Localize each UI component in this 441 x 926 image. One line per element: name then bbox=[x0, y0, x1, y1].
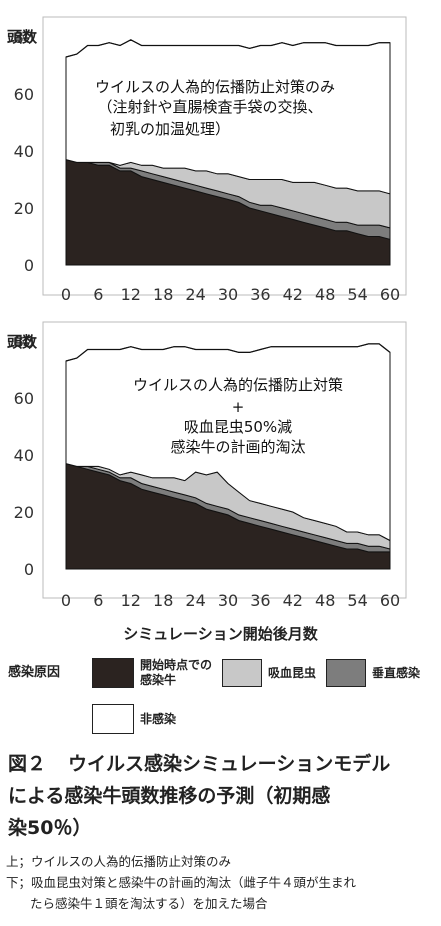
x-tick-label-0: 42 bbox=[283, 285, 303, 304]
x-tick-label-1: 24 bbox=[185, 591, 205, 610]
x-tick-label-0: 18 bbox=[153, 285, 173, 304]
x-tick-label-0: 30 bbox=[218, 285, 238, 304]
legend-swatch-vertical bbox=[326, 659, 366, 687]
x-tick-label-0: 48 bbox=[315, 285, 335, 304]
y-tick-label-1: 40 bbox=[14, 446, 34, 465]
x-tick-label-1: 18 bbox=[153, 591, 173, 610]
y-axis-label-1: 頭数 bbox=[7, 333, 38, 351]
total-line-1 bbox=[65, 343, 391, 362]
caption-line-2: による感染牛頭数推移の予測（初期感 bbox=[8, 785, 331, 807]
note-bottom-2: たら感染牛１頭を淘汰する）を加えた場合 bbox=[30, 896, 268, 911]
legend-label-initial: 開始時点での 感染牛 bbox=[140, 658, 213, 687]
legend-label-vertical: 垂直感染 bbox=[372, 665, 421, 680]
x-tick-label-0: 36 bbox=[250, 285, 270, 304]
x-tick-label-1: 48 bbox=[315, 591, 335, 610]
legend-label-uninfected: 非感染 bbox=[140, 711, 177, 726]
legend-item-insect: 吸血昆虫 bbox=[222, 659, 316, 687]
x-tick-label-1: 30 bbox=[218, 591, 238, 610]
note-bottom-1: 下；吸血昆虫対策と感染牛の計画的淘汰（雌子牛４頭が生まれ bbox=[6, 875, 357, 890]
x-tick-label-0: 6 bbox=[93, 285, 103, 304]
x-axis-title: シミュレーション開始後月数 bbox=[123, 625, 318, 643]
x-tick-label-1: 42 bbox=[283, 591, 303, 610]
y-tick-label-0: 80 bbox=[14, 28, 34, 47]
legend-label-insect: 吸血昆虫 bbox=[268, 665, 317, 680]
x-tick-label-1: 0 bbox=[61, 591, 71, 610]
y-tick-label-0: 60 bbox=[14, 85, 34, 104]
caption-text-1: ウイルス感染シミュレーションモデル bbox=[68, 753, 391, 775]
annotation-line-1-1: + bbox=[232, 398, 245, 416]
y-axis-label-0: 頭数 bbox=[7, 28, 38, 46]
figure-caption: 図２ ウイルス感染シミュレーションモデル による感染牛頭数推移の予測（初期感 染5… bbox=[8, 748, 438, 844]
y-tick-label-0: 0 bbox=[24, 256, 34, 275]
annotation-line-1-2: 吸血昆虫50%減 bbox=[184, 418, 292, 436]
annotation-line-1-3: 感染牛の計画的淘汰 bbox=[170, 438, 305, 456]
caption-line-1: 図２ ウイルス感染シミュレーションモデル bbox=[8, 748, 438, 780]
y-tick-label-0: 20 bbox=[14, 199, 34, 218]
figure-notes: 上；ウイルスの人為的伝播防止対策のみ 下；吸血昆虫対策と感染牛の計画的淘汰（雌子… bbox=[6, 851, 438, 914]
legend-swatch-uninfected bbox=[92, 704, 134, 734]
annotation-line-0-1: （注射針や直腸検査手袋の交換、 bbox=[97, 98, 322, 116]
y-tick-label-1: 60 bbox=[14, 389, 34, 408]
annotation-line-0-2: 初乳の加温処理） bbox=[110, 120, 230, 138]
annotation-line-1-0: ウイルスの人為的伝播防止対策 bbox=[133, 376, 343, 394]
y-tick-label-1: 20 bbox=[14, 503, 34, 522]
x-tick-label-0: 0 bbox=[61, 285, 71, 304]
total-line-0 bbox=[65, 39, 390, 58]
x-tick-label-1: 12 bbox=[121, 591, 141, 610]
figure-number: 図２ bbox=[8, 753, 47, 775]
legend-swatch-insect bbox=[222, 659, 262, 687]
caption-line-3: 染50％） bbox=[8, 817, 92, 839]
y-tick-label-1: 0 bbox=[24, 560, 34, 579]
legend-title: 感染原因 bbox=[8, 665, 61, 680]
x-tick-label-0: 60 bbox=[380, 285, 400, 304]
y-tick-label-0: 40 bbox=[14, 142, 34, 161]
plot-frame-0 bbox=[42, 16, 407, 296]
legend-item-initial: 開始時点での 感染牛 bbox=[92, 658, 212, 688]
annotation-line-0-0: ウイルスの人為的伝播防止対策のみ bbox=[95, 78, 335, 96]
y-tick-label-1: 80 bbox=[14, 332, 34, 351]
x-tick-label-1: 54 bbox=[347, 591, 367, 610]
x-tick-label-0: 54 bbox=[347, 285, 367, 304]
note-top: 上；ウイルスの人為的伝播防止対策のみ bbox=[6, 854, 232, 869]
x-tick-label-0: 12 bbox=[121, 285, 141, 304]
x-tick-label-1: 6 bbox=[93, 591, 103, 610]
x-tick-label-1: 36 bbox=[250, 591, 270, 610]
legend-item-vertical: 垂直感染 bbox=[326, 659, 420, 687]
x-tick-label-0: 24 bbox=[185, 285, 205, 304]
x-tick-label-1: 60 bbox=[380, 591, 400, 610]
plot-frame-1 bbox=[42, 321, 407, 599]
legend-swatch-initial bbox=[92, 658, 134, 688]
legend-item-uninfected: 非感染 bbox=[92, 704, 176, 734]
